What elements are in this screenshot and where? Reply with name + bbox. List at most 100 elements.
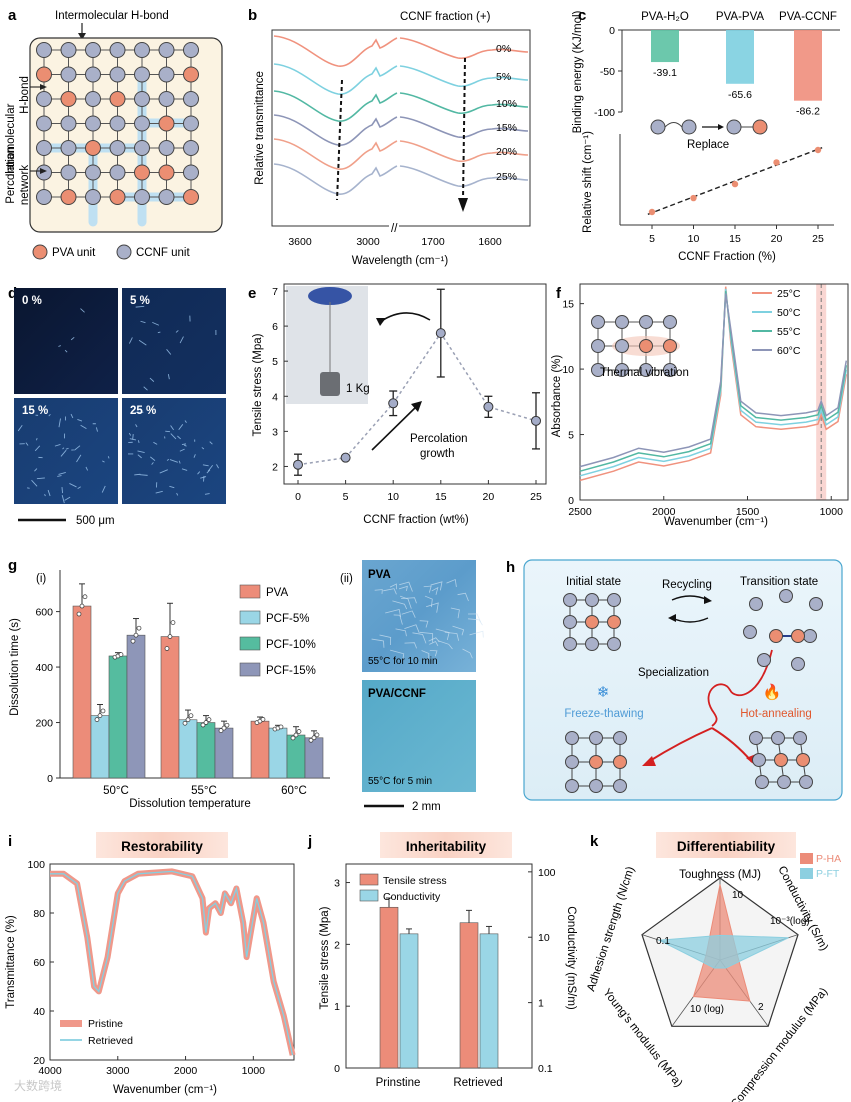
pva-node xyxy=(769,629,783,643)
ccnf-node xyxy=(755,775,769,789)
texture-mark xyxy=(467,613,482,623)
fiber xyxy=(179,336,184,344)
hbond-side-label: H-bond xyxy=(19,76,31,114)
g-datapoint xyxy=(206,717,212,722)
series-label-15%: 15% xyxy=(496,122,517,134)
freeze-arrow-head xyxy=(642,756,656,766)
g-datapoint xyxy=(260,717,266,722)
c2-xtick-label: 5 xyxy=(649,233,655,245)
freeze-thawing-label: Freeze-thawing xyxy=(564,708,643,720)
ccnf-node xyxy=(591,363,605,377)
fiber xyxy=(206,469,211,474)
fiber xyxy=(204,493,210,495)
ccnf-node xyxy=(85,91,101,107)
panel-e-letter: e xyxy=(248,285,256,302)
e-xtick-label: 20 xyxy=(483,491,495,503)
g-datapoint xyxy=(136,625,142,631)
spectrum-0% xyxy=(399,37,529,60)
c-bar-value: -39.1 xyxy=(653,67,677,79)
ccnf-node xyxy=(109,66,126,83)
g-datapoint xyxy=(118,652,124,657)
g-datapoint xyxy=(218,728,224,733)
series-label-25%: 25% xyxy=(496,171,517,183)
ccnf-node xyxy=(663,363,677,377)
ccnf-node xyxy=(743,625,757,639)
pva-node xyxy=(158,164,175,181)
spectrum-25% xyxy=(273,163,398,195)
ccnf-node xyxy=(565,779,579,793)
j-ytick-label: 1 xyxy=(334,1001,340,1013)
fiber xyxy=(80,308,85,313)
panel-b-letter: b xyxy=(248,7,257,24)
g-datapoint xyxy=(79,603,85,609)
g-bar-PCF-10% xyxy=(286,734,306,779)
ccnf-node xyxy=(134,91,150,107)
j-frame xyxy=(345,863,533,1069)
j-bar-1 xyxy=(479,933,499,1069)
fiber xyxy=(134,473,141,476)
fiber xyxy=(64,349,68,353)
fiber xyxy=(153,441,158,445)
fiber xyxy=(65,447,69,450)
fiber xyxy=(151,462,154,465)
pva-node xyxy=(774,753,788,767)
texture-mark xyxy=(379,634,392,645)
fiber xyxy=(150,456,156,461)
j-ytick-label: 0 xyxy=(334,1063,340,1075)
g-datapoint xyxy=(290,735,296,741)
f-legend-label: 60°C xyxy=(777,345,801,357)
ccnf-node xyxy=(565,731,579,745)
ccnf-node xyxy=(183,140,199,156)
e-ytick-label: 4 xyxy=(272,391,278,403)
b-ylabel: Relative transmittance xyxy=(254,71,266,185)
ccnf-node xyxy=(134,140,150,156)
arrow-head xyxy=(40,84,47,90)
ccnf-node xyxy=(749,597,763,611)
fiber xyxy=(36,477,45,480)
g-datapoint xyxy=(100,708,106,714)
initial-state-label: Initial state xyxy=(566,576,621,588)
pva-node xyxy=(585,615,599,629)
ccnf-node xyxy=(615,339,629,353)
i-frame xyxy=(49,863,295,1061)
pva-node xyxy=(36,66,52,83)
j-ytick-label: 2 xyxy=(334,939,340,951)
micrograph-label: 0 % xyxy=(22,295,42,307)
pva-node xyxy=(109,91,126,107)
ccnf-node xyxy=(36,115,52,132)
ccnf-node xyxy=(799,775,813,789)
k-tick-label: 10⁻³(log) xyxy=(770,916,810,927)
micrograph-fibers xyxy=(17,305,220,504)
texture-mark xyxy=(450,607,460,619)
texture-mark xyxy=(462,648,473,659)
g-datapoint xyxy=(221,725,227,731)
spectrum-15% xyxy=(273,114,398,146)
panel-i: i Restorability 20 40 60 80 100 4000 3000 2000 1… xyxy=(5,832,296,1096)
i-ytick-label: 60 xyxy=(33,957,45,969)
e-xtick-label: 10 xyxy=(387,491,399,503)
panel-e: e 1 Kg Percolation growth 2 3 4 5 6 7 0 5 10 15 20… xyxy=(248,283,547,526)
ccnf-node xyxy=(803,629,817,643)
panel-k-letter: k xyxy=(590,833,599,850)
e-point xyxy=(531,415,541,426)
f-ytick-label: 10 xyxy=(562,364,574,376)
ccnf-node xyxy=(134,189,150,205)
fiber xyxy=(31,479,38,487)
g-dissolution-chart: 0 200 400 600 50°C 55°C 60°C PVA PCF-5% PCF-10% PC… xyxy=(35,570,330,797)
fiber xyxy=(47,489,51,497)
spectrum-25% xyxy=(399,165,529,188)
k-tick-label: 2 xyxy=(758,1002,764,1013)
c2-xtick-label: 20 xyxy=(771,233,783,245)
i-xlabel: Wavenumber (cm⁻¹) xyxy=(113,1084,217,1096)
recycle-arrow-head xyxy=(704,596,712,604)
pva-legend-label: PVA unit xyxy=(52,247,96,259)
texture-mark xyxy=(385,608,402,618)
ccnf-node xyxy=(607,593,621,607)
fiber xyxy=(140,320,146,324)
i-ytick-label: 100 xyxy=(27,859,45,871)
k-legend-swatch xyxy=(800,868,813,879)
ccnf-node xyxy=(663,315,677,329)
ccnf-node xyxy=(613,731,627,745)
c-ylabel: Binding energy (KJ/mol) xyxy=(572,10,584,133)
g-legend-label: PCF-5% xyxy=(266,613,309,625)
